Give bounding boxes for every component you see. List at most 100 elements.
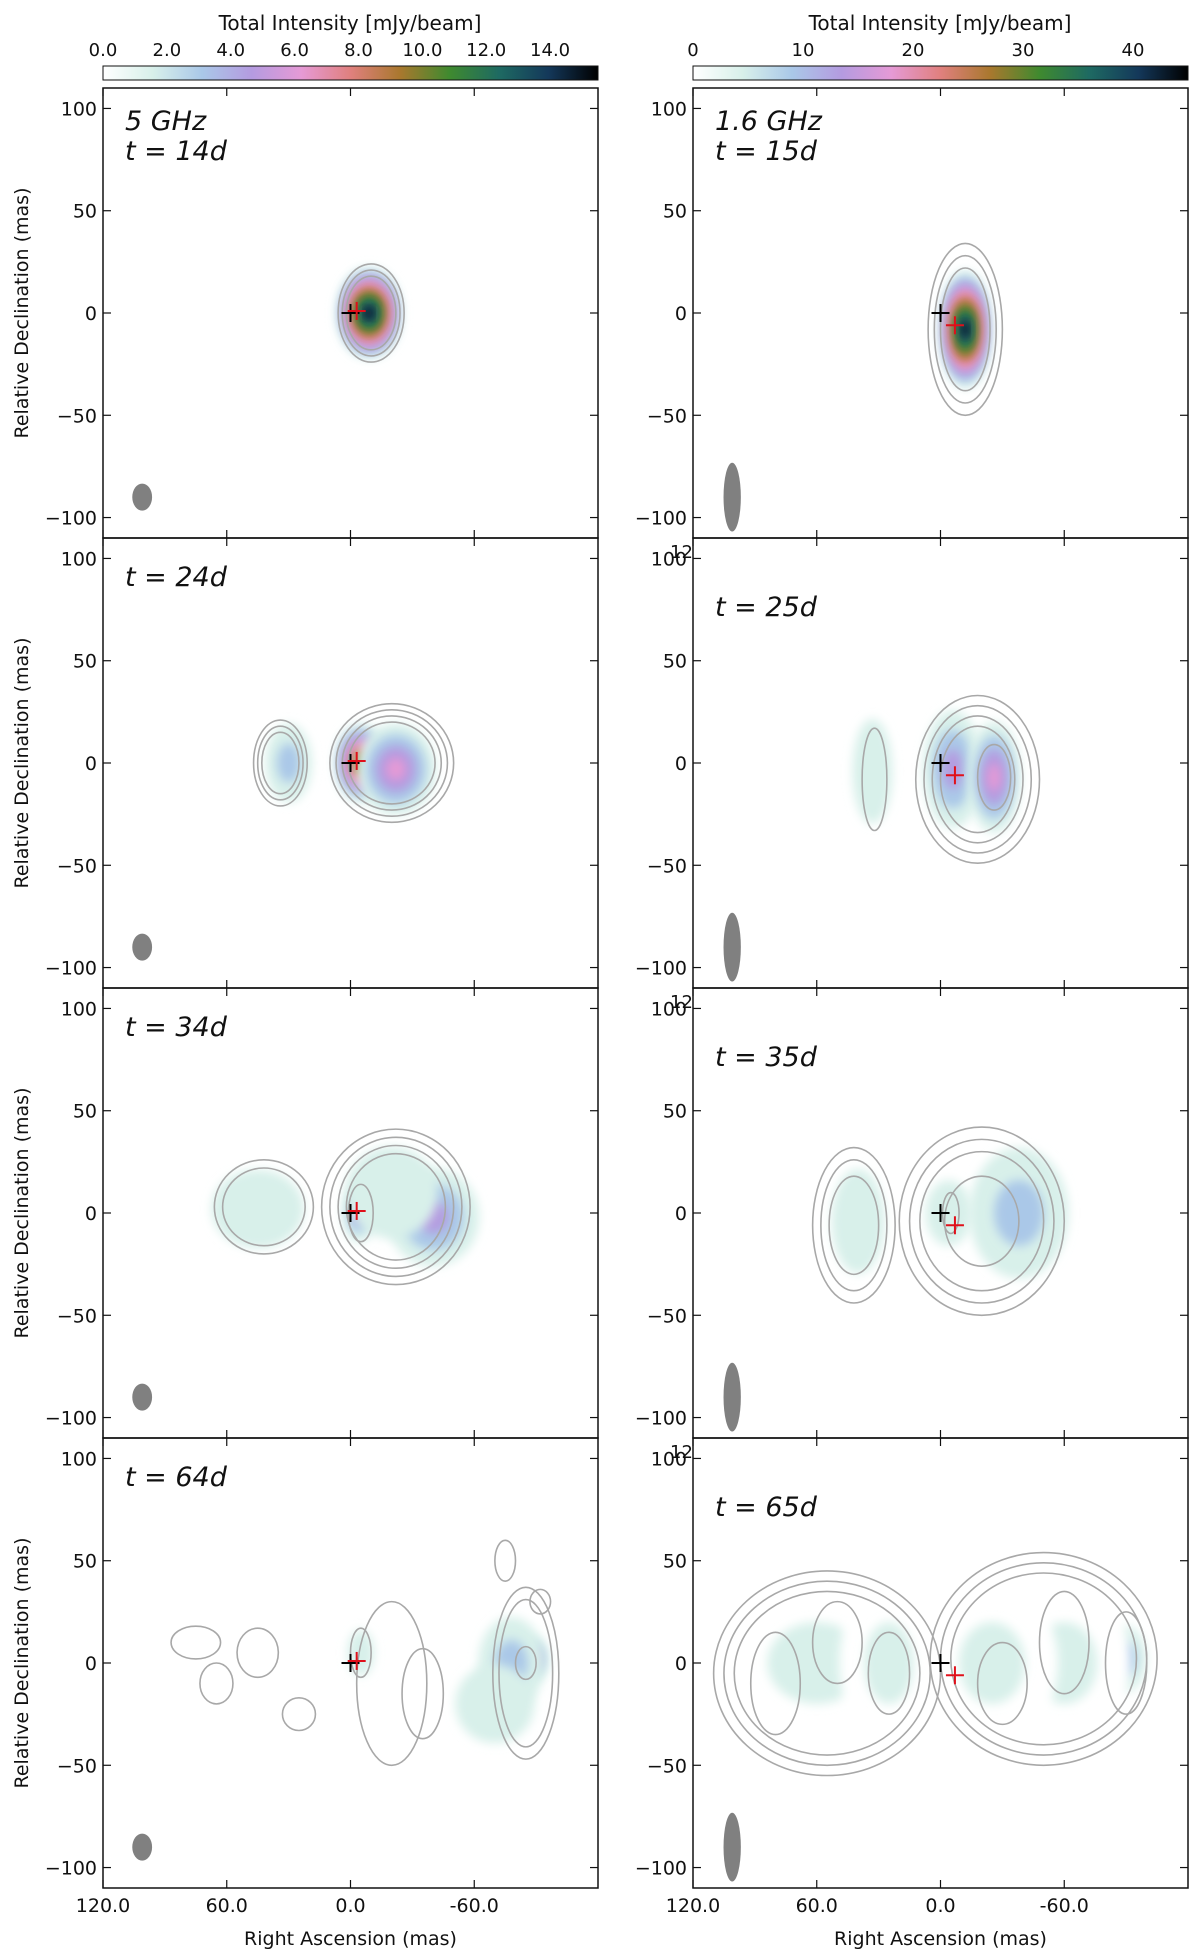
y-tick-label: 50 <box>663 1101 687 1123</box>
contour-line <box>170 1625 222 1660</box>
contour-line <box>828 1175 880 1276</box>
panel-4: t = 25d <box>693 538 1188 988</box>
colorbar-left-bar <box>102 65 599 81</box>
colorbar-tick-label: 10.0 <box>402 40 442 61</box>
y-tick-label: 0 <box>85 1653 97 1675</box>
colorbar-tick-label: 30 <box>1012 40 1035 61</box>
beam-ellipse <box>723 912 741 982</box>
x-tick-label: 120.0 <box>76 1895 130 1917</box>
contour-line <box>529 1588 552 1615</box>
contour-line <box>1104 1611 1148 1715</box>
colorbar-left-title: Total Intensity [mJy/beam] <box>218 11 482 35</box>
contour-line <box>320 1128 471 1286</box>
axis-offset-text: 12 <box>670 992 693 1013</box>
contour-line <box>337 1144 455 1270</box>
y-tick-label: −100 <box>45 1858 97 1880</box>
x-tick-label: -60.0 <box>1040 1895 1089 1917</box>
y-tick-label: 0 <box>85 753 97 775</box>
contour-line <box>931 715 1024 844</box>
x-axis-label: Right Ascension (mas) <box>244 1928 457 1950</box>
contour-line <box>867 1631 911 1715</box>
y-tick-label: −100 <box>635 1408 687 1430</box>
contour-line <box>927 242 1004 417</box>
contour-line <box>492 1586 560 1760</box>
y-tick-label: −100 <box>635 958 687 980</box>
axis-offset-text: 12 <box>670 542 693 563</box>
contour-line <box>514 1645 537 1681</box>
y-tick-label: −100 <box>635 1858 687 1880</box>
contour-line <box>733 1590 921 1756</box>
contour-line <box>908 1138 1055 1304</box>
x-tick-label: 60.0 <box>796 1895 838 1917</box>
contour-line <box>723 1580 931 1767</box>
contour-line <box>861 727 888 832</box>
colorbar-tick-label: 0.0 <box>89 40 118 61</box>
intensity-component <box>277 743 301 783</box>
colorbar-tick-label: 4.0 <box>216 40 245 61</box>
contour-line <box>929 1551 1158 1767</box>
y-tick-label: 50 <box>663 1551 687 1573</box>
contour-line <box>213 1159 315 1255</box>
y-tick-label: 0 <box>675 303 687 325</box>
intensity-component <box>959 1622 1026 1704</box>
y-tick-label: 50 <box>73 1551 97 1573</box>
colorbar-right: Total Intensity [mJy/beam] 0 10 20 30 40 <box>687 11 1189 81</box>
contour-line <box>923 704 1033 854</box>
colorbar-tick-label: 14.0 <box>530 40 570 61</box>
contour-line <box>345 1152 447 1261</box>
contour-line <box>261 731 300 795</box>
intensity-component <box>864 1622 914 1704</box>
y-axis-label: Relative Declination (mas) <box>11 638 33 889</box>
y-tick-label: −100 <box>45 1408 97 1430</box>
y-tick-label: 100 <box>651 998 687 1020</box>
intensity-component <box>234 1189 281 1229</box>
beam-ellipse <box>132 933 153 961</box>
y-tick-label: 100 <box>61 98 97 120</box>
contour-line <box>976 743 1012 811</box>
panel-3: t = 24d <box>103 538 598 988</box>
y-axis-label: Relative Declination (mas) <box>11 1538 33 1789</box>
contour-line <box>335 709 449 817</box>
colorbar-tick-label: 12.0 <box>466 40 506 61</box>
y-tick-label: −100 <box>635 508 687 530</box>
contour-line <box>349 1627 372 1679</box>
x-tick-label: 120.0 <box>666 1895 720 1917</box>
y-tick-label: −50 <box>647 405 687 427</box>
y-tick-label: 50 <box>73 1101 97 1123</box>
intensity-component <box>385 757 406 781</box>
panel-time-label: t = 24d <box>125 562 228 593</box>
y-tick-label: −50 <box>57 1305 97 1327</box>
y-tick-label: 50 <box>663 201 687 223</box>
contour-line <box>329 1136 463 1278</box>
y-tick-label: −50 <box>57 405 97 427</box>
contour-line <box>1038 1590 1090 1695</box>
intensity-component <box>368 1169 415 1216</box>
contour-line <box>914 694 1041 865</box>
contour-line <box>256 725 304 801</box>
contour-line <box>494 1539 517 1582</box>
contour-line <box>199 1662 234 1705</box>
y-tick-label: −50 <box>647 855 687 877</box>
y-axis-label: Relative Declination (mas) <box>11 188 33 439</box>
colorbar-tick-label: 40 <box>1122 40 1145 61</box>
intensity-component <box>987 763 1001 792</box>
panel-time-label: t = 34d <box>125 1012 228 1043</box>
contour-line <box>281 1696 317 1732</box>
contour-line <box>749 1631 802 1736</box>
y-tick-label: 50 <box>663 651 687 673</box>
contour-line <box>337 263 405 363</box>
y-tick-label: −50 <box>57 1755 97 1777</box>
contour-line <box>933 254 997 404</box>
contour-line <box>811 1600 863 1685</box>
contour-line <box>329 702 455 824</box>
y-tick-label: −50 <box>57 855 97 877</box>
y-tick-label: 100 <box>651 548 687 570</box>
panel-frequency-label: 1.6 GHz <box>715 106 823 137</box>
beam-ellipse <box>132 483 153 511</box>
colorbar-right-title: Total Intensity [mJy/beam] <box>808 11 1072 35</box>
y-tick-label: 100 <box>651 1448 687 1470</box>
x-tick-label: 0.0 <box>925 1895 955 1917</box>
